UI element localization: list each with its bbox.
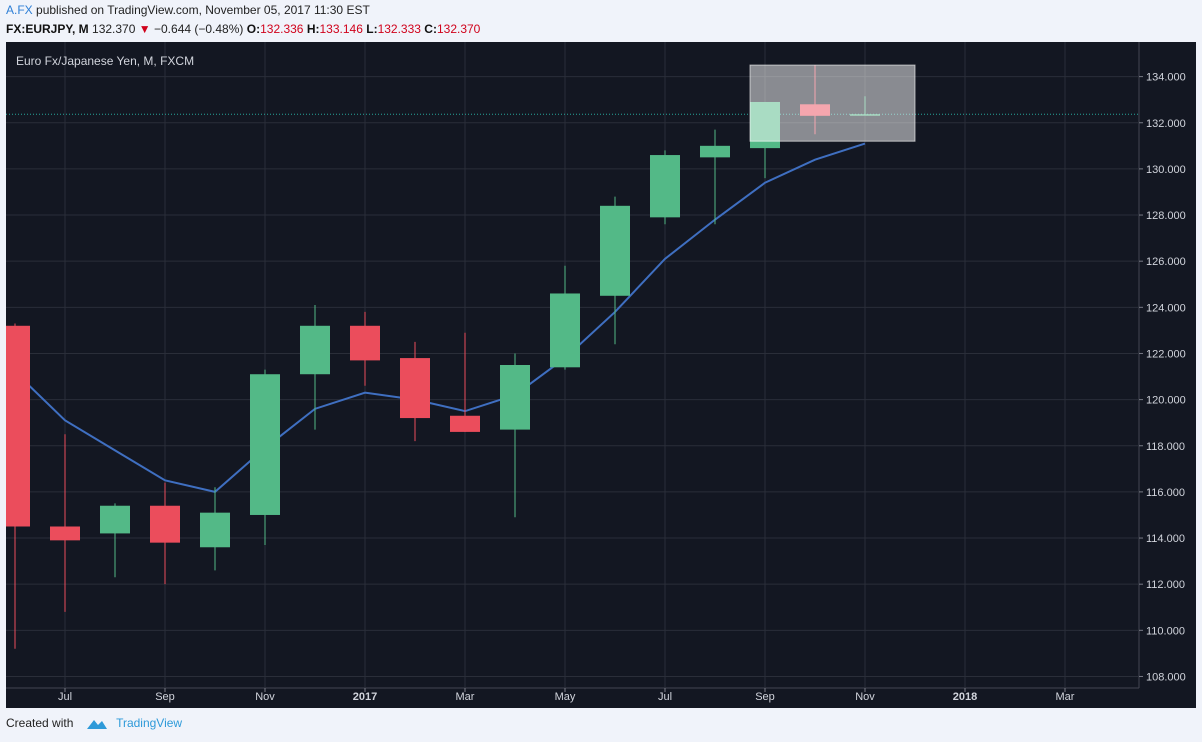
chart-title: Euro Fx/Japanese Yen, M, FXCM xyxy=(16,54,194,68)
grid-lines xyxy=(6,42,1139,688)
published-text: published on TradingView.com, November 0… xyxy=(36,3,370,17)
created-with-text: Created with xyxy=(6,716,74,730)
candle-2016-05 xyxy=(6,323,30,649)
footer: Created with TradingView xyxy=(6,716,182,731)
price-tick-label: 132.000 xyxy=(1146,118,1186,130)
candle-2017-05 xyxy=(600,196,630,345)
highlight-box xyxy=(749,64,916,142)
time-tick-label: Jul xyxy=(658,691,672,703)
candle-2017-06 xyxy=(650,150,680,225)
high-value: 133.146 xyxy=(319,22,363,36)
candle-2017-03 xyxy=(500,353,530,518)
last-price: 132.370 xyxy=(92,22,136,36)
tradingview-link[interactable]: TradingView xyxy=(116,716,183,730)
candle-2016-07 xyxy=(100,503,130,578)
low-value: 132.333 xyxy=(377,22,421,36)
price-tick-label: 130.000 xyxy=(1146,164,1186,176)
price-tick-label: 124.000 xyxy=(1146,302,1186,314)
open-label: O: xyxy=(246,22,261,36)
price-axis-background xyxy=(1139,42,1196,708)
chart-header: A.FX published on TradingView.com, Novem… xyxy=(0,0,1202,42)
candle-body xyxy=(100,505,130,534)
time-tick-label: 2017 xyxy=(353,691,377,703)
candle-body xyxy=(50,526,80,541)
price-tick-label: 112.000 xyxy=(1146,579,1185,591)
price-tick-label: 118.000 xyxy=(1146,441,1185,453)
close-value: 132.370 xyxy=(436,22,481,36)
candle-body xyxy=(550,293,580,368)
tradingview-logo-icon xyxy=(86,719,107,729)
price-tick-label: 122.000 xyxy=(1146,348,1186,360)
candle-body xyxy=(6,325,30,527)
time-tick-label: Nov xyxy=(255,691,275,703)
price-tick-label: 120.000 xyxy=(1146,395,1186,407)
price-tick-label: 126.000 xyxy=(1146,256,1186,268)
open-value: 132.336 xyxy=(260,22,304,36)
price-chart[interactable]: 108.000 110.000 112.000 114.000 116.000 118.0… xyxy=(6,42,1196,708)
publish-info: A.FX published on TradingView.com, Novem… xyxy=(6,3,370,17)
price-tick-label: 128.000 xyxy=(1146,210,1186,222)
high-label: H: xyxy=(306,22,320,36)
down-arrow-icon: ▼ xyxy=(138,22,151,36)
time-tick-label: 2018 xyxy=(953,691,977,703)
ma-line xyxy=(14,142,866,493)
time-tick-label: Sep xyxy=(155,691,175,703)
candle-body xyxy=(700,145,730,158)
price-tick-label: 134.000 xyxy=(1146,72,1186,84)
candle-body xyxy=(400,358,430,419)
candle-body xyxy=(200,512,230,548)
candle-2017-02 xyxy=(450,332,480,432)
time-tick-label: Sep xyxy=(755,691,775,703)
moving-average xyxy=(6,113,1139,493)
candle-2016-11 xyxy=(300,305,330,430)
candle-body xyxy=(250,374,280,515)
symbol-info: FX:EURJPY, M 132.370 ▼ −0.644 (−0.48%) O… xyxy=(6,22,480,36)
time-tick-label: Mar xyxy=(456,691,475,703)
candle-body xyxy=(500,365,530,430)
time-tick-label: Mar xyxy=(1056,691,1075,703)
symbol-name: FX:EURJPY, M xyxy=(6,22,89,36)
time-tick-label: Jul xyxy=(58,691,72,703)
candle-2016-09 xyxy=(200,487,230,571)
candle-2016-06 xyxy=(50,434,80,612)
price-tick-label: 108.000 xyxy=(1146,671,1186,683)
price-tick-label: 114.000 xyxy=(1146,533,1185,545)
candle-body xyxy=(300,325,330,375)
candle-body xyxy=(600,205,630,296)
candle-body xyxy=(450,415,480,432)
candle-2016-08 xyxy=(150,482,180,585)
candle-2017-01 xyxy=(400,341,430,442)
time-tick-label: May xyxy=(555,691,576,703)
candle-body xyxy=(350,325,380,361)
low-label: L: xyxy=(366,22,378,36)
chart-background xyxy=(6,42,1196,708)
candle-2016-12 xyxy=(350,311,380,386)
price-tick-label: 116.000 xyxy=(1146,487,1185,499)
candle-body xyxy=(650,155,680,218)
highlight-rectangle[interactable] xyxy=(749,64,916,142)
candle-2017-04 xyxy=(550,265,580,370)
candle-2017-07 xyxy=(700,129,730,225)
candle-body xyxy=(150,505,180,543)
author-link[interactable]: A.FX xyxy=(6,3,33,17)
close-label: C: xyxy=(424,22,437,36)
candle-2016-10 xyxy=(250,369,280,545)
price-tick-label: 110.000 xyxy=(1146,625,1185,637)
price-change: −0.644 (−0.48%) xyxy=(154,22,244,36)
time-tick-label: Nov xyxy=(855,691,875,703)
price-axis: 108.000 110.000 112.000 114.000 116.000 118.0… xyxy=(1139,72,1186,683)
time-axis: Jul Sep Nov 2017 Mar May Jul Sep Nov 2018 Mar xyxy=(58,688,1075,703)
